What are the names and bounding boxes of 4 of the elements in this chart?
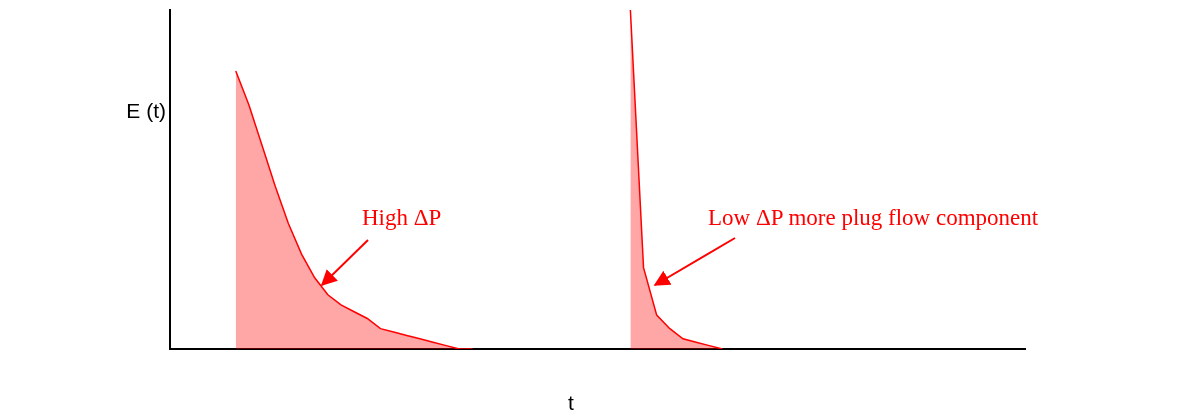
x-axis-title: t bbox=[568, 391, 575, 414]
annotation: Low ΔP more plug flow component bbox=[708, 205, 1039, 230]
annotation: High ΔP bbox=[362, 205, 442, 230]
y-axis-title: E (t) bbox=[126, 99, 166, 122]
